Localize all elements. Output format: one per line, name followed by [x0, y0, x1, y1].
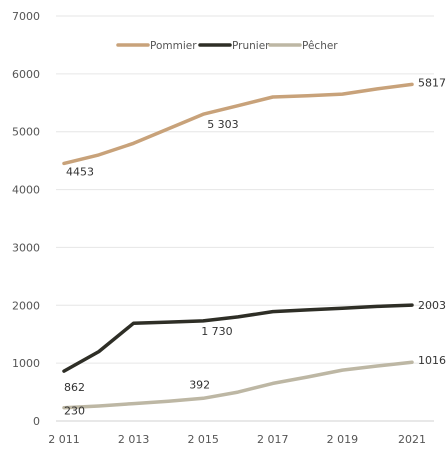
- data-label: 5817: [418, 76, 446, 89]
- x-tick-label: 2021: [398, 433, 426, 446]
- y-axis-ticks: 0 1000 2000 3000 4000 5000 6000 7000: [12, 10, 40, 428]
- x-axis-ticks: 2 011 2 013 2 015 2 017 2 019 2021: [48, 433, 426, 446]
- data-label: 5 303: [207, 118, 239, 131]
- data-label: 4453: [66, 165, 94, 178]
- x-tick-label: 2 013: [118, 433, 150, 446]
- legend: Pommier Prunier Pêcher: [116, 40, 338, 52]
- data-label: 1 730: [201, 325, 233, 338]
- legend-label: Prunier: [232, 40, 270, 52]
- data-label: 2003: [418, 299, 446, 312]
- series-line-0: [62, 82, 414, 166]
- series-line-2: [62, 360, 414, 410]
- y-tick-label: 5000: [12, 126, 40, 139]
- y-tick-label: 7000: [12, 10, 40, 23]
- x-tick-label: 2 015: [187, 433, 219, 446]
- data-label: 1016: [418, 354, 446, 367]
- series-lines: [62, 82, 414, 410]
- series-line-1: [62, 303, 414, 373]
- y-tick-label: 0: [33, 415, 40, 428]
- x-tick-label: 2 017: [257, 433, 289, 446]
- legend-label: Pêcher: [302, 40, 338, 52]
- y-tick-label: 2000: [12, 299, 40, 312]
- data-label: 392: [189, 378, 210, 391]
- data-label: 862: [64, 381, 85, 394]
- data-labels: 4453 5 303 5817 862 1 730 2003 230 392 1016: [64, 76, 446, 417]
- y-tick-label: 1000: [12, 357, 40, 370]
- y-tick-label: 4000: [12, 184, 40, 197]
- gridlines: [56, 15, 434, 422]
- legend-label: Pommier: [150, 40, 197, 52]
- y-tick-label: 3000: [12, 241, 40, 254]
- y-tick-label: 6000: [12, 68, 40, 81]
- x-tick-label: 2 019: [327, 433, 359, 446]
- x-tick-label: 2 011: [48, 433, 80, 446]
- data-label: 230: [64, 405, 85, 418]
